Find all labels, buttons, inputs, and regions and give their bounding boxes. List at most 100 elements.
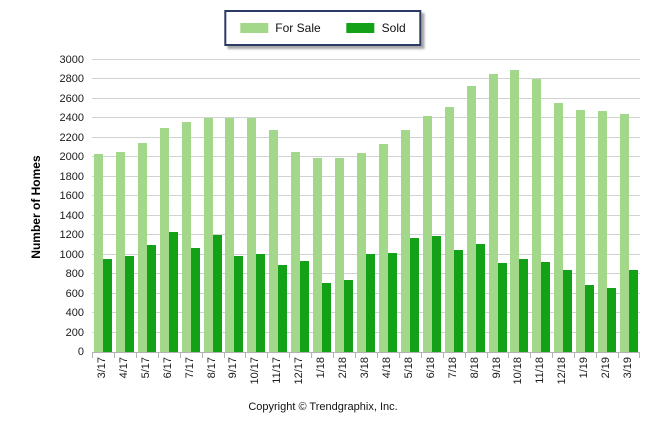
bar-group	[289, 60, 311, 352]
x-axis-tick	[202, 353, 203, 358]
gridline	[92, 136, 640, 138]
x-axis-labels: 3/17 4/17 5/17 6/17 7/17 8/17 9/17 10/17 11/17 12…	[92, 357, 640, 397]
x-axis-label: 9/17	[227, 357, 240, 379]
bar-group	[245, 60, 267, 352]
bar-group	[487, 60, 509, 352]
x-axis-label: 6/18	[424, 357, 437, 379]
x-axis-label: 7/18	[446, 357, 459, 379]
bar-sold	[168, 232, 178, 352]
gridline	[92, 97, 640, 99]
y-axis-tick-label: 1200	[59, 229, 84, 242]
bar-group	[443, 60, 465, 352]
bar-group	[574, 60, 596, 352]
x-axis-tick	[487, 353, 488, 358]
bar-for-sale	[313, 158, 323, 352]
x-axis-tick	[245, 353, 246, 358]
bar-group	[552, 60, 574, 352]
bar-sold	[607, 287, 617, 352]
bar-group	[530, 60, 552, 352]
x-axis-label: 7/17	[183, 357, 196, 379]
sold-swatch	[346, 23, 375, 33]
x-axis-label: 2/18	[337, 357, 350, 379]
bar-sold	[453, 249, 463, 352]
bar-for-sale	[488, 73, 498, 352]
legend-item-sold: Sold	[346, 21, 406, 35]
x-axis-tick	[399, 353, 400, 358]
bar-sold	[431, 236, 441, 352]
x-axis-label: 3/17	[95, 357, 108, 379]
x-axis-tick	[552, 353, 553, 358]
legend-label-for-sale: For Sale	[275, 21, 321, 35]
legend-item-for-sale: For Sale	[240, 21, 321, 35]
bar-for-sale	[378, 143, 388, 352]
legend: For Sale Sold	[224, 10, 422, 46]
x-axis-tick	[596, 353, 597, 358]
x-axis-tick	[618, 353, 619, 358]
x-axis-label: 10/17	[249, 357, 262, 385]
y-axis-tick-label: 1400	[59, 209, 84, 222]
bar-group	[355, 60, 377, 352]
bar-sold	[409, 238, 419, 352]
bar-sold	[190, 247, 200, 352]
bar-group	[377, 60, 399, 352]
bar-group	[114, 60, 136, 352]
bar-for-sale	[598, 110, 608, 352]
bar-sold	[278, 265, 288, 352]
x-axis-label: 8/18	[468, 357, 481, 379]
x-axis-label: 2/19	[600, 357, 613, 379]
x-axis-label: 11/18	[534, 357, 547, 384]
x-axis-label: 4/17	[117, 357, 130, 379]
x-axis-tick	[114, 353, 115, 358]
bar-for-sale	[137, 142, 147, 352]
bar-group	[618, 60, 640, 352]
y-axis-tick-label: 0	[77, 346, 84, 358]
x-axis-tick	[465, 353, 466, 358]
gridline	[92, 59, 640, 60]
x-axis-label: 5/18	[402, 357, 415, 379]
bar-for-sale	[335, 158, 345, 352]
bar-group	[224, 60, 246, 352]
x-axis-tick	[421, 353, 422, 358]
y-axis-tick-label: 200	[65, 326, 84, 339]
y-axis-tick-label: 2800	[59, 73, 84, 86]
gridline	[92, 117, 640, 119]
bar-group	[180, 60, 202, 352]
bar-sold	[366, 253, 376, 352]
bar-sold	[146, 244, 156, 352]
y-axis-tick-label: 600	[65, 287, 84, 300]
x-axis-tick	[443, 353, 444, 358]
bar-groups	[92, 60, 640, 352]
bar-for-sale	[576, 109, 586, 352]
bar-sold	[475, 243, 485, 352]
bar-for-sale	[203, 118, 213, 352]
bar-group	[92, 60, 114, 352]
y-axis-tick-label: 1800	[59, 170, 84, 183]
bar-for-sale	[466, 86, 476, 352]
x-axis-label: 9/18	[490, 357, 503, 379]
bar-for-sale	[620, 113, 630, 352]
bar-sold	[300, 260, 310, 352]
x-axis-tick	[574, 353, 575, 358]
bar-for-sale	[269, 130, 279, 352]
x-axis-tick	[224, 353, 225, 358]
plot-area	[92, 59, 640, 353]
x-axis-tick	[639, 353, 640, 358]
x-axis-label: 1/18	[315, 357, 328, 379]
bar-for-sale	[291, 151, 301, 352]
gridline	[92, 78, 640, 80]
x-axis-label: 12/17	[293, 357, 306, 385]
bar-sold	[629, 270, 639, 352]
bar-sold	[234, 255, 244, 352]
bar-for-sale	[159, 128, 169, 352]
x-axis-ticks	[92, 353, 640, 359]
y-axis-tick-label: 1000	[59, 248, 84, 261]
bar-for-sale	[510, 69, 520, 352]
x-axis-tick	[289, 353, 290, 358]
for-sale-swatch	[240, 23, 269, 33]
x-axis-tick	[377, 353, 378, 358]
x-axis-tick	[530, 353, 531, 358]
x-axis-label: 3/18	[359, 357, 371, 379]
bar-group	[311, 60, 333, 352]
y-axis-labels: 0 200 400 600 800 1000 1200 1400 1600 1800 2000 220…	[36, 54, 84, 358]
bar-for-sale	[115, 151, 125, 352]
